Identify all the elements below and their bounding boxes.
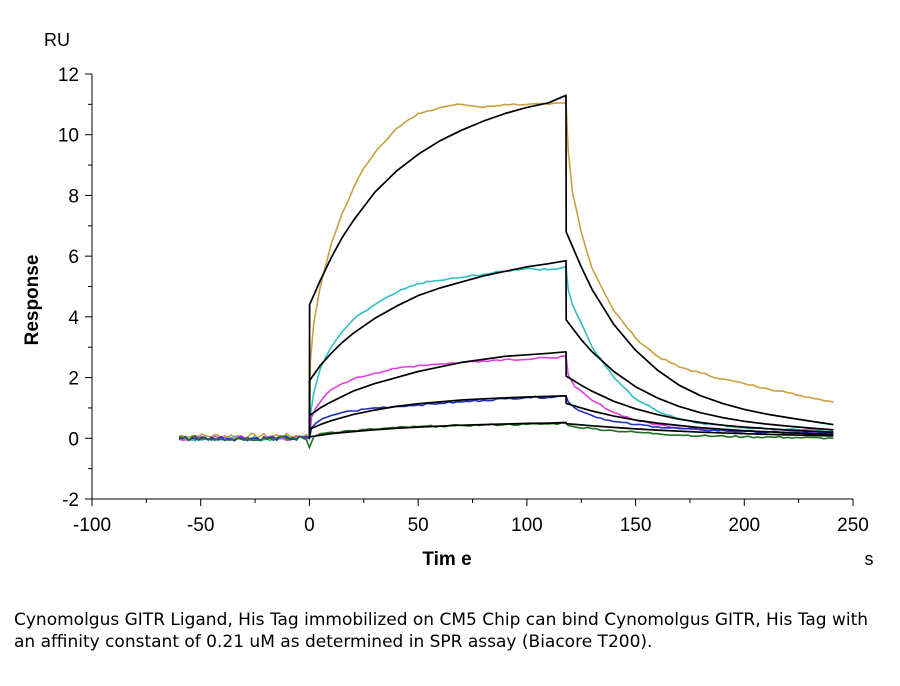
y-tick-label: 4 xyxy=(68,308,79,329)
x-axis-title: Tim e xyxy=(422,549,471,570)
y-axis-title: Response xyxy=(22,255,43,346)
x-tick-label: -100 xyxy=(73,515,111,536)
fit-series-group xyxy=(308,94,834,439)
y-tick-label: 12 xyxy=(58,65,79,86)
y-tick-label: 2 xyxy=(68,369,79,390)
x-axis-unit: s xyxy=(865,549,874,569)
figure-caption: Cynomolgus GITR Ligand, His Tag immobili… xyxy=(14,610,869,652)
y-tick-label: -2 xyxy=(62,490,79,511)
x-tick-label: 200 xyxy=(728,515,760,536)
x-tick-label: 50 xyxy=(408,515,429,536)
y-tick-label: 10 xyxy=(58,126,79,147)
spr-sensorgram-chart: -2 0 2 4 6 8 10 12 -100 -50 0 50 100 150 200 250 Respon… xyxy=(22,30,874,570)
y-tick-label: 0 xyxy=(68,429,79,450)
ticks-group: -2 0 2 4 6 8 10 12 -100 -50 0 50 100 150 200 250 xyxy=(58,65,869,536)
x-tick-label: 250 xyxy=(837,515,869,536)
y-axis-unit: RU xyxy=(44,30,70,50)
measured-series-group xyxy=(178,101,834,450)
x-tick-label: 150 xyxy=(620,515,652,536)
fit-series-line-5 xyxy=(308,421,834,439)
measured-series-line-1 xyxy=(178,101,834,441)
measured-series-line-2 xyxy=(178,265,834,442)
fit-series-line-4 xyxy=(308,394,834,439)
fit-series-line-3 xyxy=(308,350,834,439)
x-tick-label: 100 xyxy=(511,515,543,536)
y-tick-label: 8 xyxy=(68,186,79,207)
x-tick-label: -50 xyxy=(187,515,214,536)
y-tick-label: 6 xyxy=(68,247,79,268)
fit-series-line-2 xyxy=(308,259,834,439)
x-tick-label: 0 xyxy=(304,515,315,536)
fit-series-line-1 xyxy=(308,94,834,439)
